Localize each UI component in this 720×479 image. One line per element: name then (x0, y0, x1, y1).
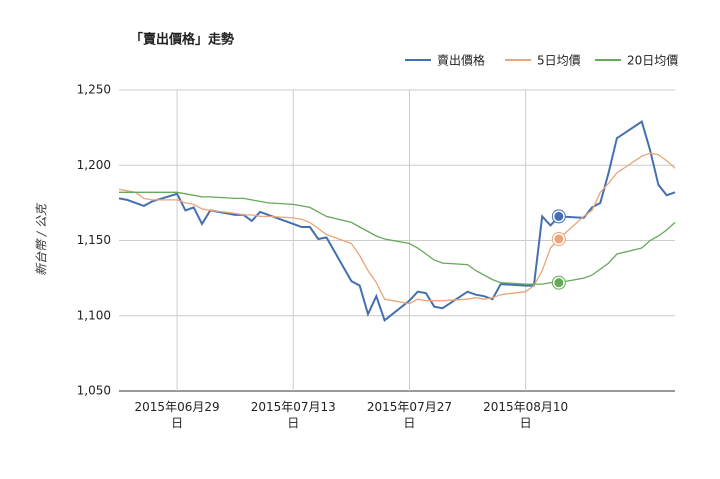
series-line (118, 152, 676, 305)
y-tick-label: 1,100 (77, 308, 111, 322)
highlight-point (552, 276, 566, 290)
legend-label: 5日均價 (537, 54, 581, 68)
y-tick-label: 1,200 (77, 158, 111, 172)
x-tick-label: 2015年06月29日 (134, 400, 220, 430)
series-line (118, 120, 676, 322)
highlight-ring (551, 275, 566, 290)
y-tick-label: 1,050 (77, 384, 111, 398)
highlight-point (552, 232, 566, 246)
legend-label: 20日均價 (627, 54, 678, 68)
y-tick-label: 1,150 (77, 233, 111, 247)
legend-label: 賣出價格 (437, 53, 485, 68)
x-tick-label: 2015年07月13日 (250, 400, 336, 430)
highlight-ring (551, 209, 566, 224)
x-tick-label: 2015年08月10日 (483, 400, 569, 430)
highlight-point (552, 209, 566, 223)
y-tick-label: 1,250 (77, 83, 111, 97)
highlight-ring (551, 231, 566, 246)
x-tick-label: 2015年07月27日 (366, 400, 452, 430)
y-axis-label: 新台幣 / 公克 (35, 202, 49, 276)
series-line (119, 191, 676, 285)
chart-title: 「賣出價格」走勢 (130, 32, 234, 48)
